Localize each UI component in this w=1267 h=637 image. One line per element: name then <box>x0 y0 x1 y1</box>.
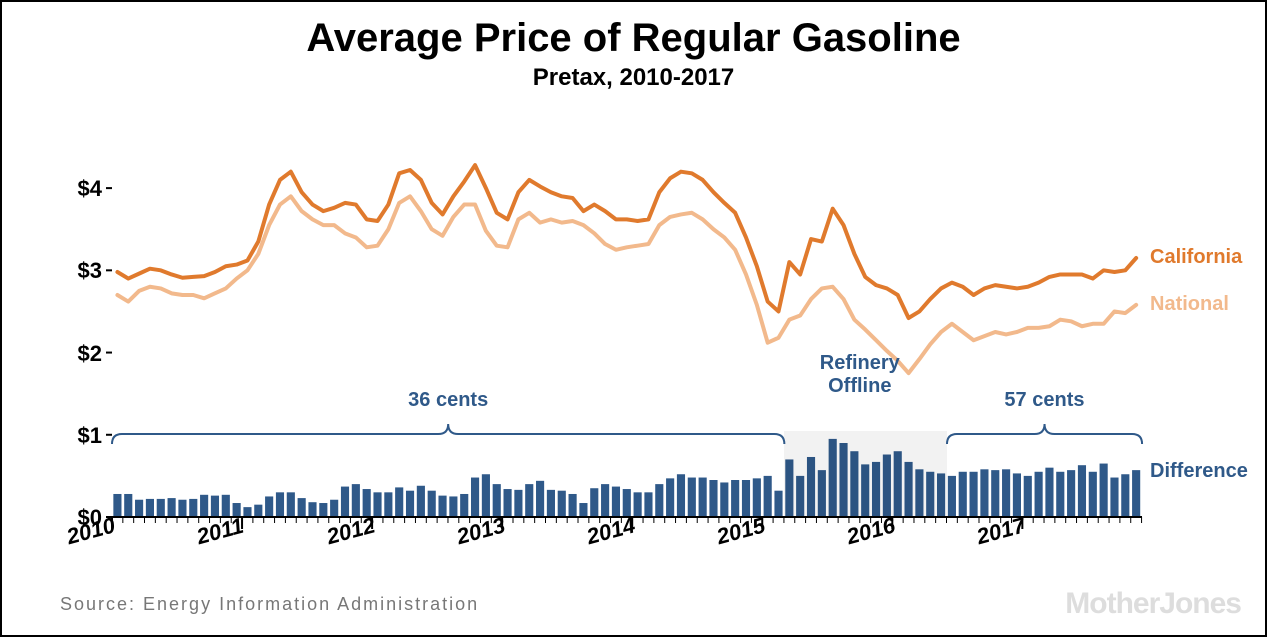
x-tick-label: 2011 <box>194 513 246 550</box>
annotation-36-cents: 36 cents <box>408 389 488 412</box>
annotation-57-cents: 57 cents <box>1004 389 1084 412</box>
series-label-california: California <box>1150 246 1242 269</box>
chart-svg <box>112 147 1142 517</box>
brand-logo: MotherJones <box>1065 587 1241 621</box>
series-label-national: National <box>1150 293 1229 316</box>
annotation-refinery-line1: Refinery <box>820 352 900 374</box>
x-tick-label: 2010 <box>64 512 118 550</box>
y-tick-label: $2 <box>78 341 102 367</box>
plot-area: $0$1$2$3$4201020112012201320142015201620… <box>112 147 1142 517</box>
refinery-offline-shade <box>784 431 947 517</box>
chart-title: Average Price of Regular Gasoline <box>2 16 1265 61</box>
y-tick-label: $1 <box>78 423 102 449</box>
chart-container: Average Price of Regular Gasoline Pretax… <box>0 0 1267 637</box>
y-tick-label: $4 <box>78 176 102 202</box>
series-label-difference: Difference <box>1150 460 1248 483</box>
source-text: Source: Energy Information Administratio… <box>60 594 479 615</box>
chart-subtitle: Pretax, 2010-2017 <box>2 64 1265 92</box>
annotation-refinery-offline: Refinery Offline <box>820 352 900 398</box>
annotation-refinery-line2: Offline <box>828 375 891 397</box>
y-tick-label: $3 <box>78 258 102 284</box>
